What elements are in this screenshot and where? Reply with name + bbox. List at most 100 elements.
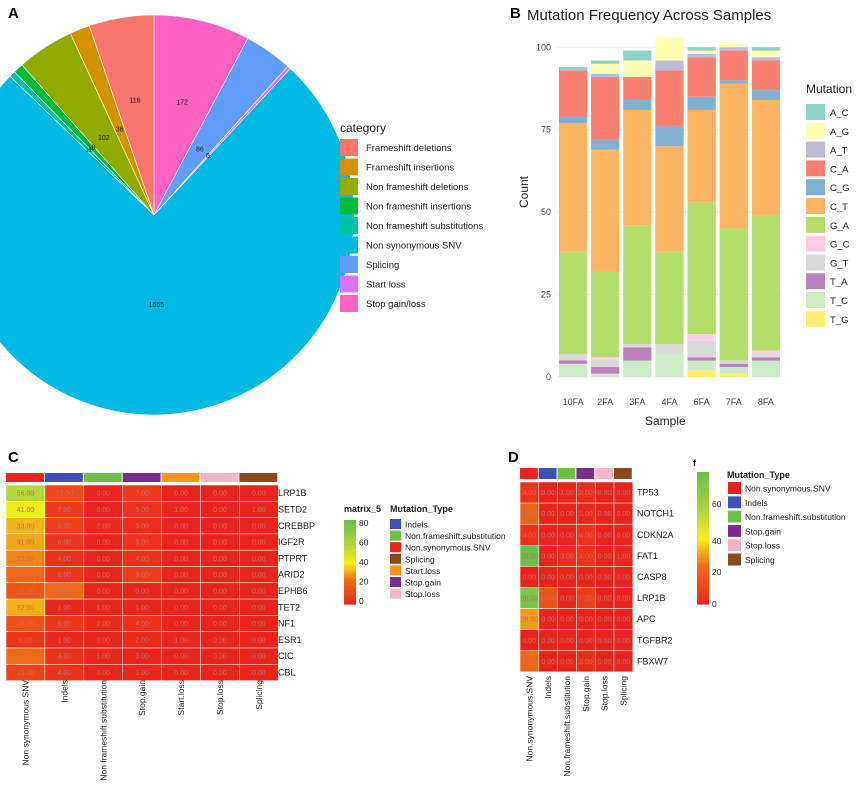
heatmap_d-cell-value-notch1-3: 1.00 (579, 511, 593, 518)
heatmap_d-cell-value-lrp1b-4: 0.00 (598, 596, 612, 603)
heatmap-c-scale-step-33 (344, 589, 356, 592)
heatmap_c-cell-value-lrp1b-3: 7.00 (135, 491, 149, 498)
heatmap-d-scale-step-35 (697, 564, 709, 568)
heatmap-c-type-swatch-stop-loss (390, 588, 401, 599)
heatmap_c-cell-value-cic-1: 4.00 (58, 654, 72, 661)
bar-segment-4fa-c-g (655, 126, 684, 147)
heatmap_c-cell-value-crebbp-4: 0.00 (174, 523, 188, 530)
heatmap_c-cell-value-ephb6-2: 0.00 (96, 588, 110, 595)
heatmap_c-cell-value-lrp1b-5: 0.00 (213, 491, 227, 498)
bar-legend-label-c-t: C_T (830, 202, 848, 213)
heatmap_d-cell-value-lrp1b-0: 66.00 (521, 596, 539, 603)
pie-legend-swatch-non-frameshift-substitutions (340, 217, 358, 234)
heatmap_c-cell-value-arid2-6: 0.00 (252, 572, 266, 579)
bar-segment-4fa-g-a (655, 251, 684, 345)
bar-legend-label-c-g: C_G (830, 183, 850, 194)
heatmap-d-type-swatch-non-frameshift-substitution (728, 510, 741, 523)
heatmap_c-cell-value-crebbp-3: 3.00 (135, 523, 149, 530)
heatmap_c-cell-value-esr1-1: 1.00 (58, 637, 72, 644)
heatmap_d-cell-value-apc-1: 0.00 (541, 617, 555, 624)
heatmap_d-cell-value-tgfbr2-5: 0.00 (617, 638, 631, 645)
heatmap-d-scale-step-34 (697, 561, 709, 565)
bar-segment-7fa-c-t (719, 83, 748, 229)
heatmap-d-scale-step-0 (697, 472, 709, 476)
bar-segment-6fa-t-g (687, 370, 716, 377)
heatmap-d-scale-step-22 (697, 530, 709, 534)
heatmap_d-row-label-tp53: TP53 (637, 488, 659, 498)
heatmap_d-row-label-lrp1b: LRP1B (637, 593, 666, 603)
heatmap_d-cell-value-tp53-0: 4.00 (523, 490, 537, 497)
heatmap-c-scale-step-25 (344, 572, 356, 576)
bar-legend-swatch-a-g (806, 122, 825, 139)
heatmap_d-cell-value-casp8-0: 0.00 (523, 574, 537, 581)
heatmap_c-row-label-lrp1b: LRP1B (278, 488, 307, 498)
heatmap_d-cell-value-fat1-0: 79.00 (521, 553, 539, 560)
heatmap_c-cell-value-arid2-3: 8.00 (135, 572, 149, 579)
bar-legend-label-t-c: T_C (830, 296, 848, 307)
heatmap_d-cell-value-apc-4: 0.00 (598, 617, 612, 624)
heatmap-c-scale-step-31 (344, 585, 356, 588)
heatmap-d-type-label-non-frameshift-substitution: Non.frameshift.substitution (745, 512, 846, 522)
heatmap-d-scale-step-8 (697, 493, 709, 497)
pie-legend: category Frameshift deletions Frameshift … (340, 121, 483, 312)
bar-legend-label-t-a: T_A (830, 277, 848, 288)
heatmap_c-row-label-setd2: SETD2 (278, 504, 307, 514)
heatmap_c-cell-value-cbl-5: 0.00 (213, 670, 227, 677)
heatmap_c-col-label-stop-loss: Stop.loss (215, 680, 225, 715)
heatmap_d-annotation-3 (576, 468, 595, 479)
heatmap_d-cell-value-apc-2: 0.00 (560, 617, 574, 624)
heatmap_d-cell-value-tp53-3: 2.00 (579, 490, 593, 497)
heatmap-d-type-label-stop-gain: Stop.gain (745, 526, 781, 536)
pie-legend-swatch-frameshift-insertions (340, 158, 358, 176)
heatmap-d-scale-step-24 (697, 535, 709, 539)
bar-segment-7fa-g-a (719, 228, 748, 361)
heatmap_d-cell-value-notch1-0: 17.00 (521, 511, 539, 518)
heatmap-d-scale-step-39 (697, 574, 709, 579)
heatmap-d-type-label-stop-loss: Stop.loss (745, 541, 780, 551)
heatmap-d-scale-step-28 (697, 545, 709, 550)
heatmap_d-cell-value-apc-0: 26.00 (521, 617, 539, 624)
heatmap_c-cell-value-arid2-0: 22.00 (17, 572, 35, 579)
heatmap_c-annotation-0 (6, 473, 44, 482)
heatmap_c-cell-value-setd2-6: 1.00 (252, 507, 266, 514)
pie-slice-stop-gain-loss (153, 14, 249, 216)
heatmap-c-scale-step-35 (344, 593, 356, 597)
heatmap-d-scale-step-3 (697, 479, 709, 484)
heatmap-c-scale-step-20 (344, 562, 356, 565)
bar-segment-3fa-t-c (623, 360, 652, 377)
heatmap-c-scale-step-4 (344, 528, 356, 532)
heatmap_c-row-label-ptprt: PTPRT (278, 553, 308, 563)
heatmap-c-type-label-stop-loss: Stop.loss (405, 589, 440, 599)
heatmap_c-cell-value-cic-4: 0.00 (174, 654, 188, 661)
bar-segment-7fa-g-t (719, 360, 748, 364)
heatmap_c-cell-value-tet2-5: 0.00 (213, 605, 227, 612)
bar-segment-10fa-g-a (558, 251, 588, 354)
panel-letter-c: C (8, 449, 19, 466)
heatmap-d-scale-step-46 (697, 593, 709, 597)
heatmap_d-cell-value-fat1-2: 3.00 (560, 553, 574, 560)
heatmap-d-scale-step-29 (697, 548, 709, 552)
heatmap-c-scale-step-22 (344, 566, 356, 569)
heatmap_c-cell-value-tet2-6: 0.00 (252, 605, 266, 612)
bar-segment-8fa-c-g (751, 90, 781, 101)
heatmap-c-type-swatch-stop-gain (390, 577, 401, 587)
bar-legend-title: Mutation (806, 82, 852, 96)
heatmap_d-cell-value-apc-5: 0.00 (617, 617, 631, 624)
bar-x-tick-6fa: 6FA (694, 397, 710, 407)
bar-segment-8fa-c-t (751, 100, 781, 216)
bar-y-tick-100: 100 (536, 42, 551, 52)
heatmap-c-scale-step-29 (344, 580, 356, 584)
heatmap_c-cell-value-crebbp-6: 0.00 (252, 523, 266, 530)
heatmap-c-legend: matrix_5 Mutation_Type 806040200IndelsNo… (344, 504, 506, 606)
heatmap-c-type-swatch-non-frameshift-substitution (390, 530, 401, 541)
heatmap-c-scale-step-34 (344, 591, 356, 595)
bar-segment-10fa-c-a (558, 70, 588, 117)
bar-legend-label-t-g: T_G (830, 315, 848, 326)
heatmap-c-type-swatch-splicing (390, 553, 401, 564)
heatmap_c-cell-value-cbl-4: 0.00 (174, 670, 188, 677)
heatmap_c-cell-value-igf2r-3: 5.00 (135, 540, 149, 547)
heatmap_c-cell-value-tet2-2: 1.00 (96, 605, 110, 612)
heatmap_d-cell-value-fbxw7-0: 19.00 (521, 659, 539, 666)
heatmap-d-scale-step-14 (697, 508, 709, 513)
bar-legend-label-a-c: A_C (830, 108, 849, 119)
